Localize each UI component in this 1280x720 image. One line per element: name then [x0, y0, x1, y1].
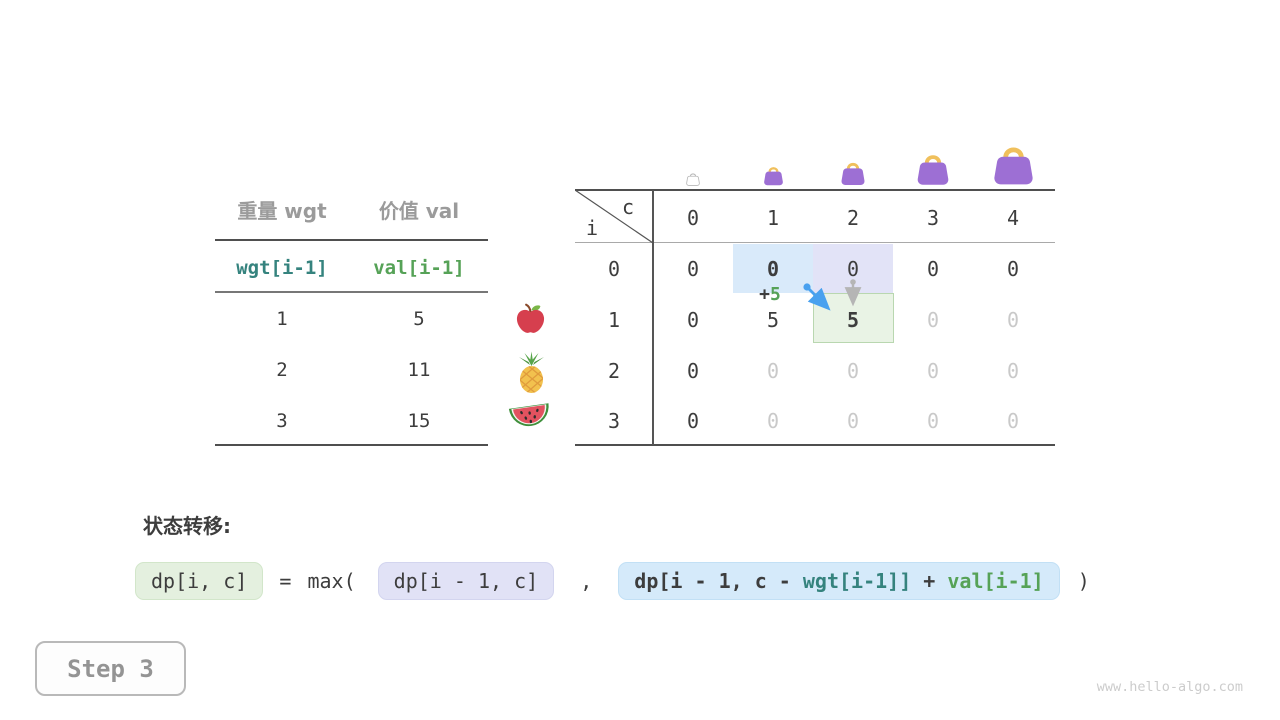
bag-capacity-2-icon — [840, 159, 866, 186]
formula-close-paren: ) — [1065, 569, 1090, 593]
formula-arg2-val: val[i-1] — [947, 569, 1044, 593]
apple-icon — [514, 302, 547, 335]
formula-arg2-plus: + — [911, 569, 948, 593]
dp-cell-0-1: 0 — [766, 257, 780, 281]
watermark: www.hello-algo.com — [1096, 679, 1243, 695]
arrow-down-gray — [844, 279, 862, 307]
plus-value: 5 — [770, 284, 781, 305]
items-table-symbol-val: val[i-1] — [373, 257, 465, 279]
bag-capacity-4-icon — [992, 141, 1035, 186]
dp-cell-1-1: 5 — [766, 308, 780, 332]
corner-diagonal — [575, 190, 653, 243]
formula-arg1-box: dp[i - 1, c] — [377, 562, 555, 600]
dp-cell-1-3: 0 — [926, 308, 940, 332]
dp-cell-1-4: 0 — [1006, 308, 1020, 332]
items-table-rule-top — [215, 239, 488, 241]
items-table-header-weight: 重量 wgt — [237, 199, 327, 223]
item-1-value: 5 — [413, 308, 425, 330]
plus-value-annotation: +5 — [746, 284, 794, 305]
formula-equals: = — [267, 569, 304, 593]
dp-cell-2-4: 0 — [1006, 359, 1020, 383]
dp-table-rule-bottom — [575, 444, 1055, 446]
dp-table-rule-top — [575, 189, 1055, 191]
step-button[interactable]: Step 3 — [35, 641, 186, 696]
dp-cell-3-4: 0 — [1006, 409, 1020, 433]
watermelon-icon — [506, 399, 553, 432]
dp-cell-2-0: 0 — [686, 359, 700, 383]
dp-cell-0-4: 0 — [1006, 257, 1020, 281]
formula-lhs-box: dp[i, c] — [135, 562, 264, 600]
highlight-source-cell-left — [733, 244, 813, 293]
dp-cell-1-2: 5 — [846, 308, 860, 332]
dp-col-header-1: 1 — [766, 206, 780, 230]
items-table-header-value: 价值 val — [378, 199, 460, 223]
dp-cell-3-0: 0 — [686, 409, 700, 433]
dp-col-header-2: 2 — [846, 206, 860, 230]
dp-row-header-3: 3 — [607, 409, 621, 433]
transition-arrows — [803, 279, 862, 311]
formula-arg2-wgt: wgt[i-1]] — [802, 569, 912, 593]
dp-row-header-0: 0 — [607, 257, 621, 281]
formula-arg2-prefix: dp[i - 1, c - — [634, 569, 803, 593]
item-3-weight: 3 — [276, 410, 288, 432]
bag-capacity-0-icon — [686, 171, 700, 186]
dp-cell-2-3: 0 — [926, 359, 940, 383]
formula-arg2-box: dp[i - 1, c - wgt[i-1]] + val[i-1] — [618, 562, 1060, 600]
dp-cell-3-1: 0 — [766, 409, 780, 433]
dp-cell-3-3: 0 — [926, 409, 940, 433]
dp-cell-0-0: 0 — [686, 257, 700, 281]
items-table-symbol-wgt: wgt[i-1] — [236, 257, 328, 279]
pineapple-icon — [513, 350, 550, 395]
plus-sign: + — [759, 284, 770, 305]
dp-row-header-2: 2 — [607, 359, 621, 383]
item-2-value: 11 — [407, 359, 431, 381]
arrow-diagonal-blue — [803, 283, 831, 311]
dp-cell-2-2: 0 — [846, 359, 860, 383]
dp-row-header-1: 1 — [607, 308, 621, 332]
corner-col-var: c — [621, 195, 635, 219]
transition-formula: dp[i, c] = max( dp[i - 1, c] , dp[i - 1,… — [135, 560, 1090, 602]
bag-capacity-1-icon — [763, 164, 784, 186]
formula-max-open: max( — [307, 569, 368, 593]
dp-col-header-0: 0 — [686, 206, 700, 230]
corner-row-var: i — [585, 216, 599, 240]
formula-comma: , — [568, 569, 605, 593]
dp-cell-3-2: 0 — [846, 409, 860, 433]
dp-cell-1-0: 0 — [686, 308, 700, 332]
dp-col-header-3: 3 — [926, 206, 940, 230]
item-3-value: 15 — [407, 410, 431, 432]
dp-col-header-4: 4 — [1006, 206, 1020, 230]
dp-cell-0-2: 0 — [846, 257, 860, 281]
dp-table-rule-header — [575, 242, 1055, 244]
dp-table-vertical-rule — [652, 190, 654, 445]
item-2-weight: 2 — [276, 359, 288, 381]
item-1-weight: 1 — [276, 308, 288, 330]
dp-cell-2-1: 0 — [766, 359, 780, 383]
transition-title: 状态转移: — [143, 514, 231, 538]
bag-capacity-3-icon — [916, 150, 950, 186]
items-table-rule-bottom — [215, 444, 488, 446]
items-table-rule-mid — [215, 291, 488, 293]
dp-cell-0-3: 0 — [926, 257, 940, 281]
